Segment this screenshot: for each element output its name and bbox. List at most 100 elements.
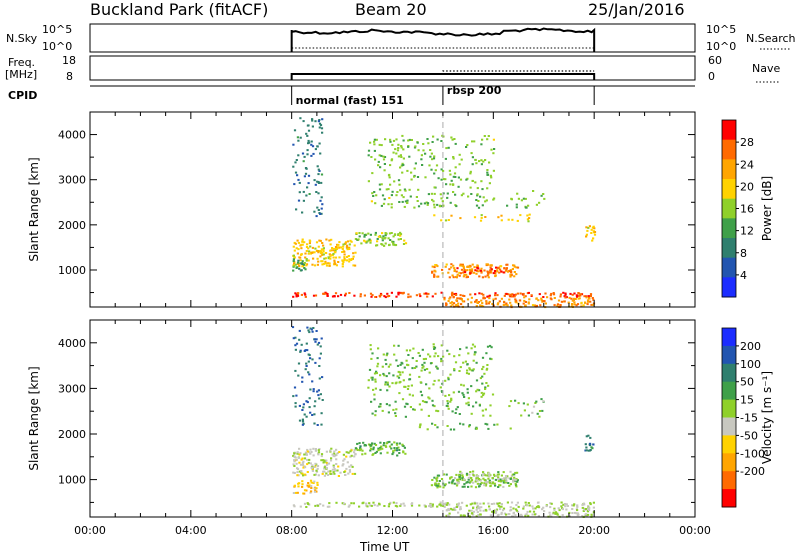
- ytick-label-1-0: 1000: [58, 474, 86, 487]
- colorbar-swatch-0-8: [722, 277, 736, 298]
- colorbar-tick-1-7: -200: [740, 465, 765, 478]
- scatter-region-1-1: [292, 479, 319, 495]
- colorbar-swatch-1-0: [722, 328, 736, 347]
- colorbar-tick-1-5: -50: [740, 429, 758, 442]
- panel-frame-0: [89, 111, 696, 308]
- cpid-row: CPID normal (fast) 151 rbsp 200: [8, 84, 695, 107]
- colorbar-tick-0-1: 8: [740, 247, 747, 260]
- time-axis: 00:00 04:00 08:00 12:00 16:00 20:00 00:00: [74, 524, 711, 537]
- scatter-region-1-2: [354, 440, 407, 457]
- scatter-region-0-11: [367, 134, 496, 209]
- colorbar-swatch-0-1: [722, 139, 736, 160]
- time-axis-label: Time UT: [359, 540, 410, 554]
- scatter-region-1-11: [367, 343, 495, 418]
- colorbar-tick-0-5: 24: [740, 158, 754, 171]
- colorbar-swatch-0-7: [722, 257, 736, 278]
- velocity-panel: 1000 2000 3000 4000 Slant Range [km] 200 100 50…: [27, 319, 774, 518]
- colorbar-tick-1-4: -15: [740, 412, 758, 425]
- colorbar-tick-1-0: 200: [740, 340, 761, 353]
- colorbar-swatch-1-6: [722, 435, 736, 454]
- time-tick-label-1: 04:00: [175, 524, 207, 537]
- nave-label: Nave: [752, 62, 780, 75]
- scatter-region-0-2: [354, 231, 408, 247]
- time-tick-label-3: 12:00: [377, 524, 409, 537]
- freq-left-tick-bottom: 8: [66, 70, 73, 83]
- colorbar-tick-1-3: 15: [740, 394, 754, 407]
- colorbar-tick-1-6: -100: [740, 447, 765, 460]
- scatter-region-0-1: [292, 258, 308, 272]
- colorbar-swatch-1-7: [722, 453, 736, 472]
- colorbar-swatch-1-9: [722, 489, 736, 508]
- station-title: Buckland Park (fitACF): [90, 0, 268, 19]
- freq-strip: Freq. [MHz] 18 8 60 0 Nave: [5, 54, 780, 83]
- cpid-segment-label-0: normal (fast) 151: [296, 94, 404, 107]
- nsky-trace: [290, 27, 596, 52]
- scatter-region-1-4: [456, 470, 519, 484]
- nave-right-tick-top: 60: [708, 54, 722, 67]
- nsearch-label: N.Search: [746, 32, 796, 45]
- ytick-label-1-3: 4000: [58, 337, 86, 350]
- colorbar-tick-0-4: 20: [740, 180, 754, 193]
- scatter-region-0-10: [292, 117, 324, 218]
- colorbar-tick-0-2: 12: [740, 225, 754, 238]
- nave-right-tick-bottom: 0: [708, 70, 715, 83]
- ytick-label-1-1: 2000: [58, 428, 86, 441]
- colorbar-swatch-1-1: [722, 345, 736, 365]
- colorbar-swatch-0-2: [722, 159, 736, 180]
- colorbar-swatch-1-5: [722, 417, 736, 436]
- time-tick-label-4: 16:00: [477, 524, 509, 537]
- nsky-right-tick-top: 10^5: [706, 23, 736, 36]
- freq-label-bottom: [MHz]: [5, 68, 37, 81]
- colorbar-label-0: Power [dB]: [760, 176, 774, 241]
- colorbar-swatch-1-2: [722, 363, 736, 383]
- colorbar-swatch-0-6: [722, 238, 736, 259]
- colorbar-swatch-0-5: [722, 218, 736, 239]
- scatter-region-0-7: [433, 213, 531, 223]
- freq-left-tick-top: 18: [62, 54, 76, 67]
- freq-label-top: Freq.: [8, 56, 35, 69]
- scatter-region-0-6: [443, 296, 596, 309]
- colorbar-swatch-0-0: [722, 120, 736, 141]
- panel-frame-1: [89, 319, 696, 518]
- nsky-right-tick-bottom: 10^0: [706, 40, 736, 53]
- scatter-region-0-4: [455, 266, 508, 275]
- colorbar-tick-0-6: 28: [740, 136, 754, 149]
- time-tick-label-2: 08:00: [276, 524, 308, 537]
- date-title: 25/Jan/2016: [588, 0, 685, 19]
- scatter-region-1-9: [584, 434, 595, 452]
- ylabel-1: Slant Range [km]: [27, 366, 41, 470]
- nsky-left-tick-top: 10^5: [42, 23, 72, 36]
- beam-title: Beam 20: [355, 0, 427, 19]
- scatter-region-1-5: [292, 501, 595, 508]
- nsky-strip: N.Sky 10^5 10^0 10^5 10^0 N.Search: [6, 23, 796, 53]
- cpid-label: CPID: [8, 89, 37, 102]
- colorbar-tick-0-3: 16: [740, 203, 754, 216]
- colorbar-tick-1-2: 50: [740, 376, 754, 389]
- time-tick-label-5: 20:00: [578, 524, 610, 537]
- ytick-label-1-2: 3000: [58, 382, 86, 395]
- colorbar-tick-1-1: 100: [740, 358, 761, 371]
- colorbar-swatch-0-3: [722, 179, 736, 200]
- colorbar-swatch-1-4: [722, 399, 736, 418]
- scatter-region-1-8: [508, 398, 545, 418]
- time-tick-label-0: 00:00: [74, 524, 106, 537]
- ytick-label-0-3: 4000: [58, 129, 86, 142]
- scatter-region-0-5: [292, 291, 593, 299]
- ytick-label-0-1: 2000: [58, 219, 86, 232]
- scatter-region-0-8: [506, 190, 546, 209]
- scatter-region-0-0: [292, 238, 357, 268]
- power-panel: 1000 2000 3000 4000 Slant Range [km] 4 8 12 16 20…: [27, 111, 774, 309]
- scatter-region-1-10: [291, 326, 324, 426]
- cpid-segment-label-1: rbsp 200: [447, 84, 502, 97]
- nsky-label: N.Sky: [6, 32, 38, 45]
- colorbar-swatch-1-3: [722, 381, 736, 401]
- ytick-label-0-2: 3000: [58, 174, 86, 187]
- time-tick-label-6: 00:00: [679, 524, 711, 537]
- nsky-left-tick-bottom: 10^0: [42, 40, 72, 53]
- colorbar-swatch-1-8: [722, 471, 736, 490]
- scatter-region-1-7: [418, 422, 512, 431]
- freq-trace: [290, 73, 596, 80]
- colorbar-label-1: Velocity [m s⁻¹]: [760, 371, 774, 464]
- ytick-label-0-0: 1000: [58, 264, 86, 277]
- colorbar-0: 4 8 12 16 20 24 28 Power [dB]: [721, 119, 774, 298]
